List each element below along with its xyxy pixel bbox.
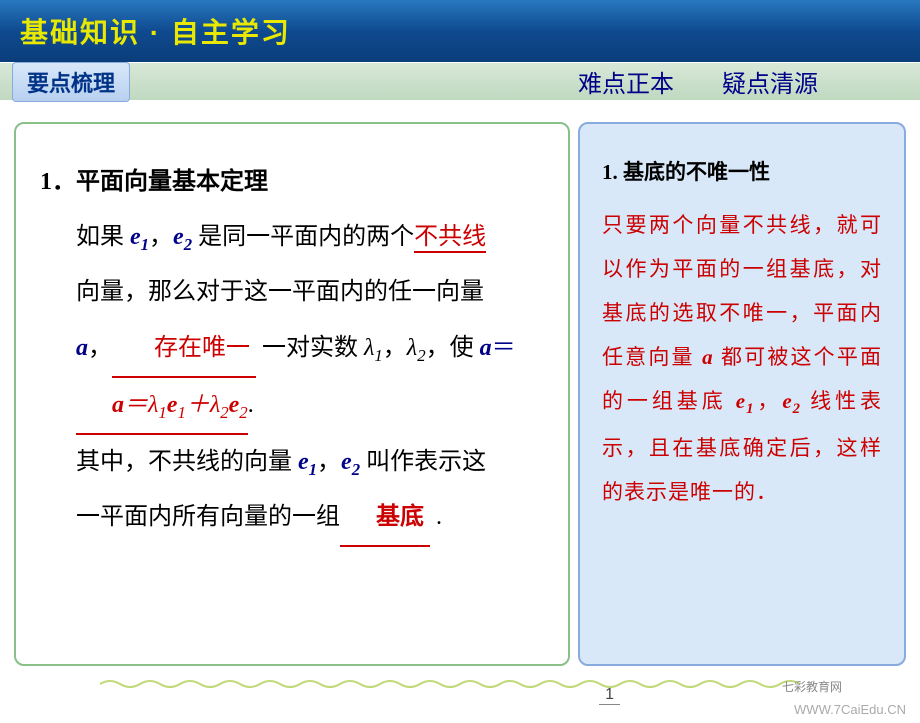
var-e2b: e2 bbox=[341, 449, 360, 475]
subheader-link-1: 难点正本 bbox=[578, 64, 674, 99]
banner-title: 基础知识 · 自主学习 bbox=[20, 11, 291, 51]
var-e2: e2 bbox=[173, 224, 192, 250]
sub-header: 要点梳理 难点正本 疑点清源 bbox=[0, 62, 920, 100]
heading-text: 平面向量基本定理 bbox=[76, 168, 268, 195]
formula: a＝λ1e1＋λ2e2 bbox=[76, 378, 248, 435]
left-line-6: 一平面内所有向量的一组基底 . bbox=[40, 490, 544, 547]
text: 如果 bbox=[76, 224, 130, 250]
text: ，使 bbox=[426, 335, 480, 361]
var-a: a bbox=[76, 335, 88, 361]
right-body: 只要两个向量不共线，就可以作为平面的一组基底，对基底的选取不唯一，平面内任意向量… bbox=[602, 203, 882, 514]
text: ， bbox=[383, 335, 407, 361]
right-var-a: a bbox=[702, 345, 714, 369]
text: ， bbox=[754, 389, 782, 413]
wavy-decoration bbox=[100, 677, 800, 689]
text: . bbox=[430, 504, 442, 530]
text: 向量，那么对于这一平面内的任一向量 bbox=[76, 279, 484, 305]
fill-blank-2: 存在唯一 bbox=[112, 321, 256, 378]
right-var-e1: e1 bbox=[736, 389, 755, 413]
text: 叫作表示这 bbox=[360, 449, 486, 475]
left-line-2: 向量，那么对于这一平面内的任一向量 bbox=[40, 265, 544, 320]
text: 是同一平面内的两个 bbox=[192, 224, 414, 250]
text: ， bbox=[149, 224, 173, 250]
right-heading-text: 基底的不唯一性 bbox=[623, 161, 770, 184]
text: ＝ bbox=[492, 335, 516, 361]
right-var-e2: e2 bbox=[782, 389, 801, 413]
fill-blank-3: 基底 bbox=[340, 490, 430, 547]
var-a2: a bbox=[480, 335, 492, 361]
left-panel: 1．平面向量基本定理 如果 e1，e2 是同一平面内的两个不共线 向量，那么对于… bbox=[14, 122, 570, 666]
right-panel: 1. 基底的不唯一性 只要两个向量不共线，就可以作为平面的一组基底，对基底的选取… bbox=[578, 122, 906, 666]
text: ， bbox=[317, 449, 341, 475]
right-heading-num: 1. bbox=[602, 160, 623, 184]
subheader-link-2: 疑点清源 bbox=[722, 64, 818, 99]
text: . bbox=[248, 392, 254, 418]
text: 一平面内所有向量的一组 bbox=[76, 504, 340, 530]
watermark-cn: 七彩教育网 bbox=[782, 678, 842, 695]
var-lambda2: λ2 bbox=[407, 335, 426, 361]
var-e1: e1 bbox=[130, 224, 149, 250]
top-banner: 基础知识 · 自主学习 bbox=[0, 0, 920, 62]
left-line-5: 其中，不共线的向量 e1，e2 叫作表示这 bbox=[40, 435, 544, 490]
fill-blank-1: 不共线 bbox=[414, 224, 486, 253]
text: 一对实数 bbox=[256, 335, 364, 361]
watermark-url: WWW.7CaiEdu.CN bbox=[794, 702, 906, 717]
right-heading: 1. 基底的不唯一性 bbox=[602, 150, 882, 195]
subheader-right: 难点正本 疑点清源 bbox=[578, 64, 908, 99]
text: ， bbox=[88, 335, 112, 361]
text: 其中，不共线的向量 bbox=[76, 449, 298, 475]
keypoints-box: 要点梳理 bbox=[12, 62, 130, 102]
page-number: 1 bbox=[599, 686, 620, 705]
var-lambda1: λ1 bbox=[364, 335, 383, 361]
left-line-3: a， 存在唯一 一对实数 λ1，λ2，使 a＝ bbox=[40, 321, 544, 378]
left-heading: 1．平面向量基本定理 bbox=[40, 154, 544, 210]
left-line-4: a＝λ1e1＋λ2e2. bbox=[40, 378, 544, 435]
content-area: 1．平面向量基本定理 如果 e1，e2 是同一平面内的两个不共线 向量，那么对于… bbox=[0, 100, 920, 680]
heading-num: 1． bbox=[40, 169, 76, 195]
var-e1b: e1 bbox=[298, 449, 317, 475]
left-line-1: 如果 e1，e2 是同一平面内的两个不共线 bbox=[40, 210, 544, 265]
